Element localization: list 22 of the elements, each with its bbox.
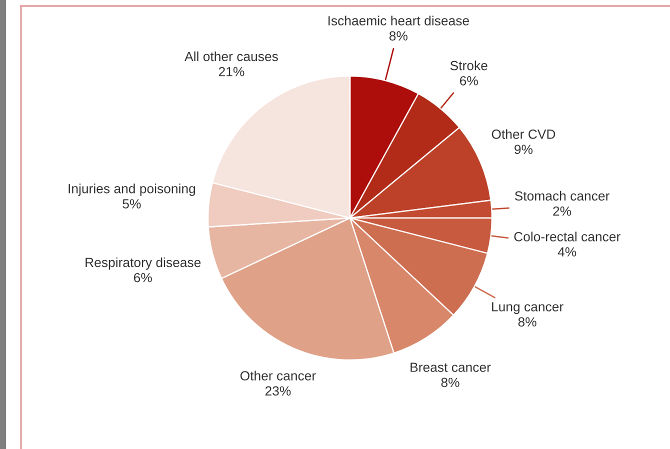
slice-label: Lung cancer — [492, 302, 564, 314]
slice-label: Injuries and poisoning — [68, 184, 196, 196]
data-label: 8% — [389, 31, 408, 41]
slice-label: Stroke — [450, 60, 488, 70]
slice-label: Breast cancer — [410, 362, 491, 372]
slice-label: Ischaemic heart disease — [328, 16, 469, 26]
data-label: 21% — [218, 66, 244, 76]
slice-label: All other causes — [184, 51, 278, 62]
data-label: 9% — [514, 144, 533, 154]
data-label: 6% — [134, 272, 152, 282]
data-label: 23% — [265, 386, 291, 396]
data-label: 5% — [122, 199, 141, 208]
data-label: 2% — [553, 206, 572, 216]
data-label: 8% — [441, 378, 460, 388]
slice-label: Stomach cancer — [514, 190, 610, 201]
slice-label: Other CVD — [492, 129, 556, 139]
slice-label: Respiratory disease — [86, 257, 201, 270]
data-label: 4% — [558, 247, 576, 256]
slice-label: Other cancer — [240, 370, 316, 380]
data-label: 8% — [518, 317, 536, 327]
slice-label: Colo-rectal cancer — [514, 232, 620, 242]
data-label: 6% — [460, 76, 478, 86]
